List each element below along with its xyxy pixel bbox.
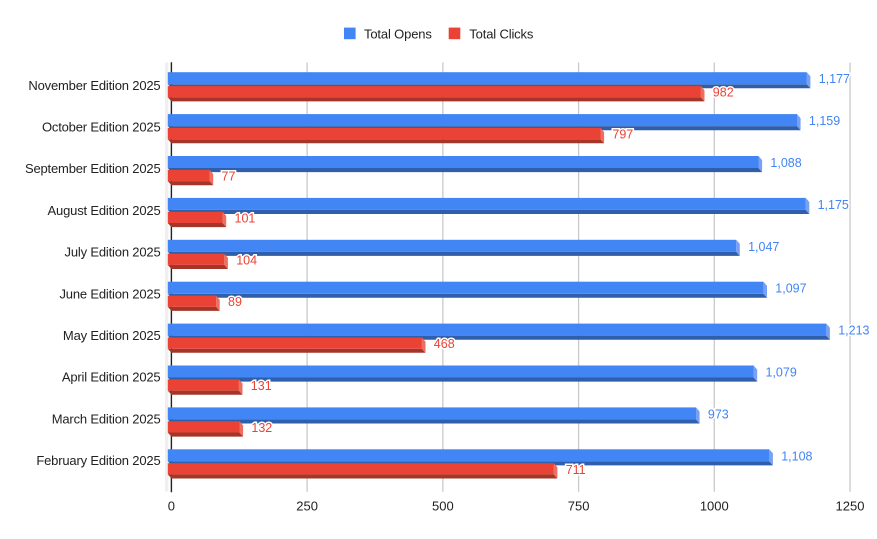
svg-text:1,097: 1,097 — [775, 282, 806, 296]
svg-text:104: 104 — [236, 253, 257, 267]
svg-text:March Edition 2025: March Edition 2025 — [52, 411, 161, 426]
svg-text:February Edition 2025: February Edition 2025 — [36, 453, 160, 468]
svg-text:Total Opens: Total Opens — [364, 27, 432, 42]
svg-text:77: 77 — [222, 170, 236, 184]
svg-text:1,175: 1,175 — [818, 198, 849, 212]
svg-text:973: 973 — [708, 407, 729, 421]
svg-text:August Edition 2025: August Edition 2025 — [48, 203, 161, 218]
svg-text:101: 101 — [235, 211, 256, 225]
svg-text:89: 89 — [228, 295, 242, 309]
svg-text:1,047: 1,047 — [748, 240, 779, 254]
svg-text:250: 250 — [296, 499, 318, 514]
svg-text:October Edition 2025: October Edition 2025 — [42, 120, 161, 135]
svg-text:1,177: 1,177 — [819, 72, 850, 86]
svg-text:1,079: 1,079 — [766, 366, 797, 380]
svg-text:1,088: 1,088 — [770, 156, 801, 170]
svg-text:1,108: 1,108 — [781, 449, 812, 463]
svg-text:131: 131 — [251, 379, 272, 393]
svg-text:1250: 1250 — [836, 499, 865, 514]
svg-text:0: 0 — [168, 499, 175, 514]
svg-text:797: 797 — [612, 128, 633, 142]
svg-text:982: 982 — [713, 86, 734, 100]
svg-text:November Edition 2025: November Edition 2025 — [28, 78, 160, 93]
svg-text:1000: 1000 — [700, 499, 729, 514]
svg-text:1,159: 1,159 — [809, 114, 840, 128]
svg-text:April Edition 2025: April Edition 2025 — [62, 370, 161, 385]
svg-text:750: 750 — [568, 499, 590, 514]
svg-text:July Edition 2025: July Edition 2025 — [65, 245, 161, 260]
svg-text:May Edition 2025: May Edition 2025 — [63, 328, 161, 343]
svg-text:711: 711 — [566, 463, 586, 477]
svg-text:132: 132 — [251, 421, 272, 435]
svg-text:468: 468 — [434, 337, 455, 351]
svg-text:June Edition 2025: June Edition 2025 — [59, 286, 160, 301]
svg-text:1,213: 1,213 — [838, 324, 869, 338]
svg-text:500: 500 — [432, 499, 454, 514]
svg-text:Total Clicks: Total Clicks — [469, 27, 534, 42]
svg-text:September Edition 2025: September Edition 2025 — [25, 161, 161, 176]
